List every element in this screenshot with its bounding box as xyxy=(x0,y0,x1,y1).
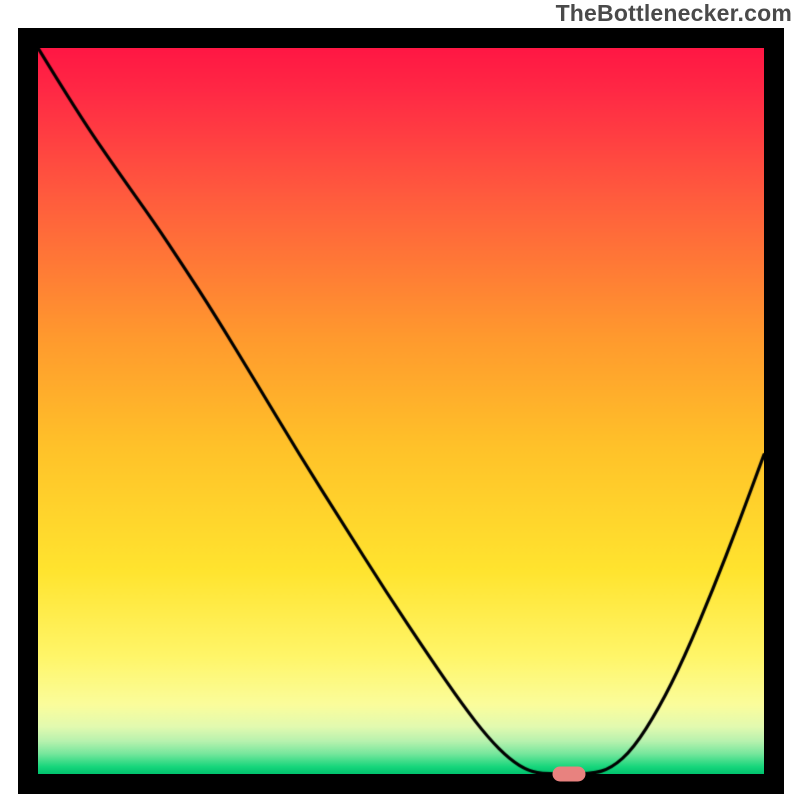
attribution-text: TheBottlenecker.com xyxy=(556,0,792,27)
gradient-and-curve-canvas xyxy=(38,48,764,774)
chart-frame: TheBottlenecker.com xyxy=(0,0,800,800)
plot-area xyxy=(18,28,784,794)
optimal-point-marker xyxy=(552,767,585,782)
